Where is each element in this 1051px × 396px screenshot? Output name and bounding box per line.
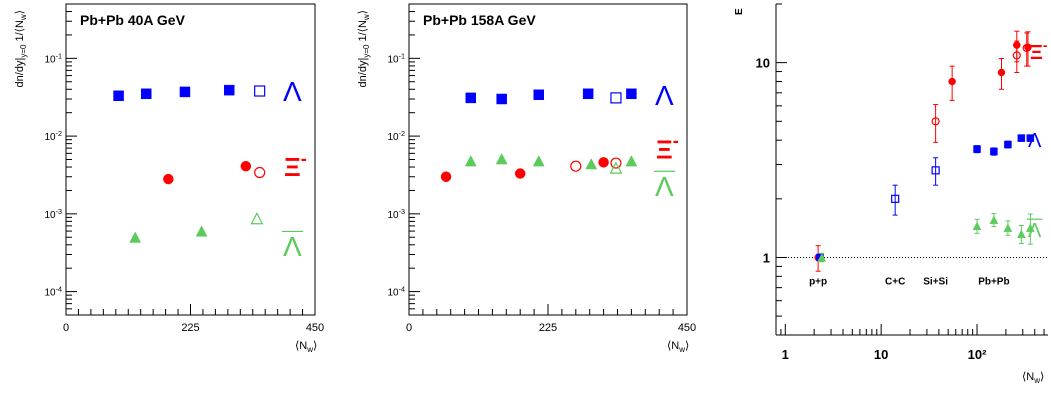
series-label-lambda: Λ [283, 76, 302, 107]
y-tick-label: 10-4 [44, 285, 62, 299]
system-label: Pb+Pb [978, 276, 1009, 287]
panel-2: 10-4 10-3 10-2 10-1 0 225 450 Pb+Pb 158A GeV dn/… [357, 3, 696, 354]
data-point [496, 93, 507, 105]
data-point [240, 160, 252, 172]
y-tick-label: 1 [763, 250, 770, 265]
y-tick-label: 10-4 [387, 285, 405, 299]
data-point [582, 88, 594, 100]
data-point [113, 90, 124, 102]
data-point [1026, 134, 1035, 142]
data-point [972, 221, 982, 231]
y-tick-label: 10-2 [44, 129, 62, 143]
y-tick-label: 10-2 [387, 129, 405, 143]
series-label-xi: Ξ- [284, 149, 307, 183]
data-point [626, 88, 637, 100]
data-point [948, 77, 956, 86]
data-point [1004, 140, 1012, 149]
panel-3: 1 10 1 10 10² E ⟨Nw⟩ p+p C+C Si+Si Pb+Pb Ξ- Λ Λ [734, 3, 1048, 385]
data-point [465, 92, 477, 104]
data-point [223, 84, 235, 96]
data-point [440, 171, 452, 182]
panel-1: 10-4 10-3 10-2 10-1 0 225 450 Pb+Pb 40A GeV dn/d… [14, 3, 324, 354]
x-tick-label: 0 [406, 322, 412, 334]
data-point [533, 89, 544, 101]
x-tick-label: 10² [968, 347, 987, 362]
y-tick-label: 10-3 [387, 207, 405, 221]
x-tick-label: 450 [678, 322, 696, 334]
y-tick-label: 10-1 [44, 51, 62, 65]
series-label-antilambda: Λ [283, 231, 302, 262]
system-label: p+p [809, 276, 827, 287]
x-tick-label: 225 [539, 322, 557, 334]
x-tick-label: 0 [63, 322, 69, 334]
series-label-antilambda: Λ [655, 171, 674, 202]
data-point [973, 145, 981, 153]
data-point [140, 88, 152, 100]
data-point [514, 168, 526, 179]
data-point [817, 253, 827, 262]
y-tick-label: 10 [756, 56, 770, 71]
data-point [609, 161, 623, 174]
series-label-xi: Ξ- [656, 131, 679, 165]
series-label-lambda: Λ [655, 80, 674, 111]
x-axis-label: ⟨Nw⟩ [667, 340, 689, 354]
data-point [254, 85, 266, 97]
chart-title: Pb+Pb 40A GeV [80, 12, 186, 28]
x-tick-label: 450 [306, 322, 324, 334]
data-point [1022, 43, 1031, 53]
x-axis-label: ⟨Nw⟩ [1022, 371, 1044, 385]
y-axis-label: E [734, 8, 745, 15]
data-point [464, 155, 477, 167]
data-point [610, 92, 622, 104]
x-tick-label: 225 [181, 322, 199, 334]
data-point [1012, 51, 1021, 60]
data-point [195, 225, 208, 237]
x-tick-label: 1 [782, 347, 789, 362]
data-point [931, 166, 940, 175]
y-axis-label: dn/dy|y=0 1/⟨Nw⟩ [357, 10, 371, 87]
data-point [250, 212, 264, 225]
data-point [495, 153, 508, 165]
chart-title: Pb+Pb 158A GeV [423, 12, 536, 28]
system-label: C+C [885, 276, 905, 287]
data-point [1003, 223, 1013, 232]
data-point [254, 166, 266, 179]
data-point [179, 86, 191, 98]
series-label-xi: Ξ- [1030, 37, 1048, 64]
x-axis-label: ⟨Nw⟩ [295, 340, 317, 354]
data-point [1017, 134, 1026, 142]
y-tick-label: 10-1 [387, 51, 405, 65]
data-point [598, 157, 609, 168]
plot-frame [65, 3, 316, 316]
data-point [129, 231, 142, 243]
system-label: Si+Si [923, 276, 948, 287]
plot-frame [408, 3, 688, 316]
data-point [989, 215, 999, 224]
data-point [997, 68, 1006, 77]
data-point [610, 157, 622, 169]
y-tick-label: 10-3 [44, 207, 62, 221]
series-label-antilambda: Λ [1028, 220, 1042, 242]
y-axis-label: dn/dy|y=0 1/⟨Nw⟩ [14, 10, 28, 87]
data-point [990, 147, 998, 156]
x-tick-label: 10 [874, 347, 888, 362]
data-point [625, 155, 638, 167]
data-point [163, 173, 174, 185]
series-label-lambda: Λ [1028, 130, 1042, 152]
data-point [585, 158, 598, 170]
data-point [570, 160, 582, 172]
data-point [1016, 229, 1026, 239]
data-point [891, 194, 900, 203]
data-point [1025, 223, 1035, 232]
data-point [931, 117, 940, 126]
data-point [532, 155, 545, 167]
